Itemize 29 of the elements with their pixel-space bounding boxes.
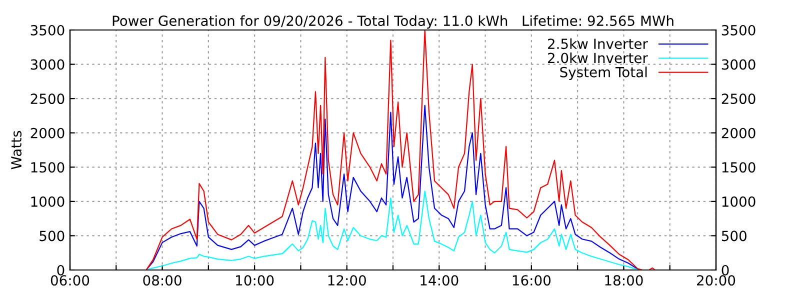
y2-tick-label: 3500 bbox=[722, 24, 756, 36]
legend-label: System Total bbox=[560, 66, 647, 80]
y-tick-label: 2000 bbox=[30, 128, 64, 138]
y-tick-label: 3000 bbox=[30, 59, 64, 70]
x-tick-label: 06:00 bbox=[50, 275, 90, 286]
x-tick-label: 20:00 bbox=[697, 275, 736, 286]
x-tick-label: 16:00 bbox=[512, 275, 551, 286]
legend-label: 2.5kw Inverter bbox=[548, 38, 648, 50]
y-tick-label: 1500 bbox=[31, 162, 64, 173]
y2-tick-label: 2500 bbox=[722, 94, 756, 104]
y-tick-label: 0 bbox=[57, 264, 64, 276]
x-tick-label: 12:00 bbox=[328, 275, 366, 286]
y2-tick-label: 2000 bbox=[722, 128, 756, 138]
y2-tick-label: 1000 bbox=[722, 196, 756, 207]
chart-title: Power Generation for 09/20/2026 - Total Today: 11.0 kWh Lifetime: 92.565 MWh bbox=[112, 15, 674, 29]
y-axis-title: Watts bbox=[11, 130, 22, 170]
y-tick-label: 1000 bbox=[31, 196, 64, 207]
x-tick-label: 18:00 bbox=[605, 275, 643, 286]
x-tick-label: 14:00 bbox=[420, 275, 458, 286]
y2-tick-label: 3000 bbox=[722, 59, 756, 70]
y2-tick-label: 500 bbox=[722, 230, 746, 242]
y-tick-label: 3500 bbox=[30, 24, 64, 36]
y2-tick-label: 0 bbox=[722, 264, 729, 276]
y-tick-label: 2500 bbox=[30, 94, 64, 104]
y2-tick-label: 1500 bbox=[722, 162, 756, 173]
legend-label: 2.0kw Inverter bbox=[548, 52, 648, 64]
x-tick-label: 08:00 bbox=[143, 275, 182, 286]
y-tick-label: 500 bbox=[40, 230, 64, 242]
x-tick-label: 10:00 bbox=[236, 275, 274, 286]
